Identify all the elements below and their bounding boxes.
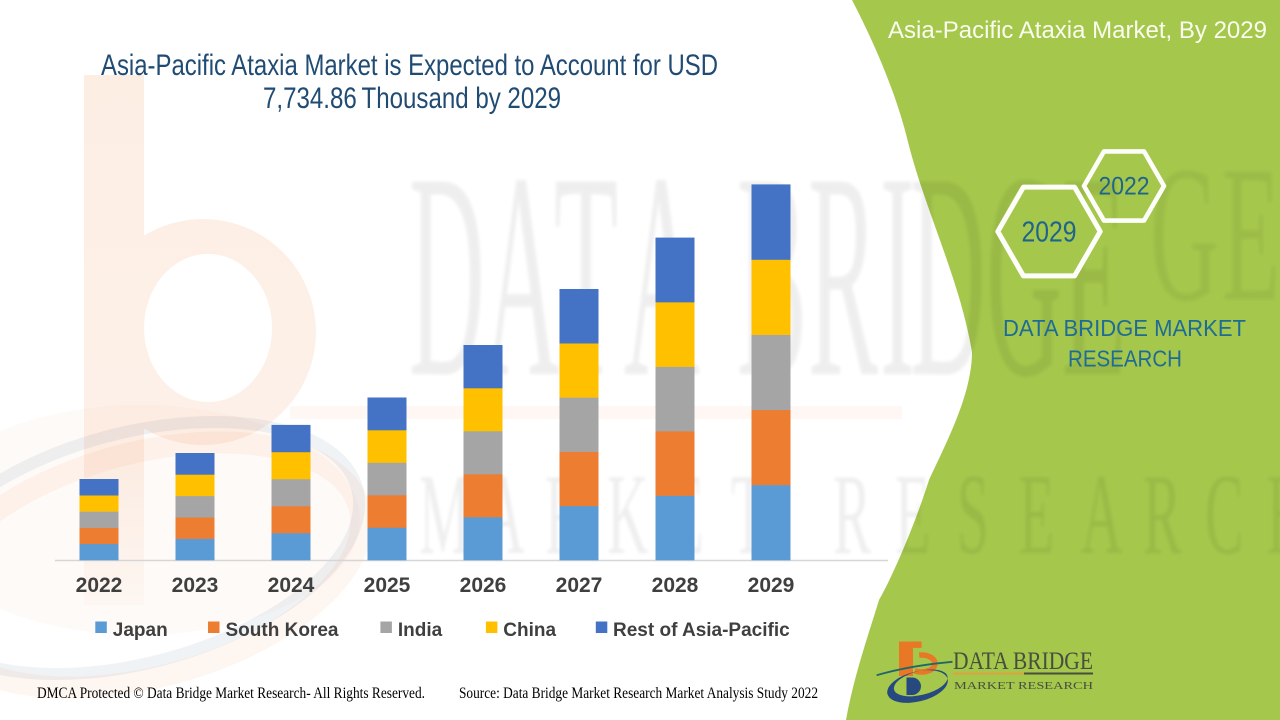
svg-text:2026: 2026 xyxy=(460,574,507,597)
svg-text:RESEARCH: RESEARCH xyxy=(1068,346,1182,372)
svg-text:2029: 2029 xyxy=(748,574,795,597)
svg-text:DATA BRIDGE MARKET: DATA BRIDGE MARKET xyxy=(1003,315,1246,341)
svg-text:2025: 2025 xyxy=(364,574,411,597)
svg-text:7,734.86 Thousand by 2029: 7,734.86 Thousand by 2029 xyxy=(263,82,561,115)
svg-text:2027: 2027 xyxy=(556,574,603,597)
svg-text:2022: 2022 xyxy=(76,574,123,597)
svg-text:South Korea: South Korea xyxy=(226,620,339,641)
svg-text:India: India xyxy=(398,620,443,641)
svg-text:Asia-Pacific Ataxia Market, By: Asia-Pacific Ataxia Market, By 2029 xyxy=(888,17,1267,44)
svg-text:2022: 2022 xyxy=(1099,173,1150,201)
svg-text:DATA BRIDGE: DATA BRIDGE xyxy=(953,648,1093,675)
svg-text:2023: 2023 xyxy=(172,574,219,597)
svg-text:Rest of Asia-Pacific: Rest of Asia-Pacific xyxy=(613,620,790,641)
svg-text:2029: 2029 xyxy=(1022,217,1077,249)
svg-text:2024: 2024 xyxy=(268,574,315,597)
svg-text:GE: GE xyxy=(1150,126,1280,342)
svg-text:Asia-Pacific Ataxia Market is: Asia-Pacific Ataxia Market is Expected t… xyxy=(101,49,718,82)
svg-text:DMCA Protected © Data Bridge M: DMCA Protected © Data Bridge Market Rese… xyxy=(37,685,425,702)
svg-text:Source: Data Bridge Market Res: Source: Data Bridge Market Research Mark… xyxy=(459,685,818,702)
svg-text:Japan: Japan xyxy=(113,620,168,641)
svg-text:MARKET RESEARCH: MARKET RESEARCH xyxy=(954,681,1094,692)
svg-text:2028: 2028 xyxy=(652,574,699,597)
svg-text:China: China xyxy=(503,620,556,641)
